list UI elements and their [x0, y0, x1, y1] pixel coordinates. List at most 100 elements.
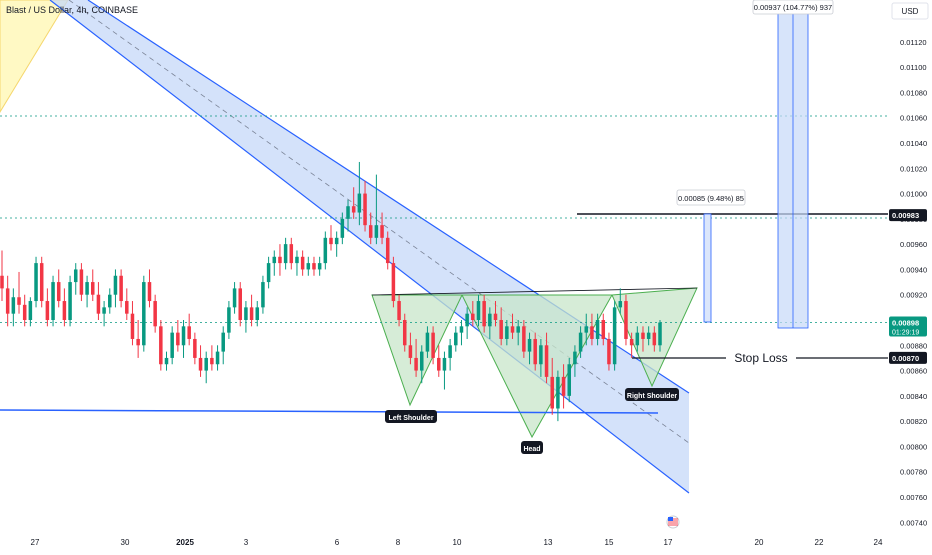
candle-body [510, 326, 515, 333]
head-label: Head [523, 446, 540, 453]
measure-small-box [676, 189, 746, 206]
candle-body [397, 301, 401, 320]
time-tick-label: 13 [544, 538, 553, 547]
candle-body [618, 301, 623, 308]
price-tick-label: 0.00800 [900, 442, 927, 451]
candle-body [561, 376, 566, 396]
candle-body [244, 307, 248, 320]
candle-body [357, 193, 362, 213]
candle-body [573, 351, 577, 365]
price-axis[interactable]: 0.01120 0.01100 0.01080 0.01060 0.01040 0.010… [888, 0, 932, 550]
price-tick-label: 0.00820 [900, 417, 927, 426]
candle-body [62, 301, 67, 320]
left-shoulder-label-bg [385, 410, 437, 423]
candle-body [323, 237, 328, 264]
candle-body [334, 237, 339, 245]
candle-body [113, 275, 118, 295]
candle-body [431, 332, 435, 358]
price-tick-label: 0.01100 [900, 63, 927, 72]
candle-body [448, 345, 452, 358]
candle-body [505, 326, 509, 339]
time-tick-label: 10 [453, 538, 462, 547]
time-tick-label: 24 [874, 538, 883, 547]
measure-small-label: 0.00085 (9.48%) 85 [678, 194, 744, 203]
candle-body [499, 320, 503, 339]
price-badge-current-bg [889, 316, 927, 337]
candle-body [465, 313, 469, 327]
candle-body [385, 237, 390, 264]
candle-body [176, 332, 180, 346]
currency-label: USD [902, 7, 919, 16]
candle-body [425, 332, 430, 352]
candle-body [584, 326, 589, 333]
candle-body [238, 288, 242, 320]
candle-body [283, 244, 288, 264]
candle-body [215, 351, 220, 365]
candle-body [539, 345, 543, 365]
candle-body [255, 307, 260, 320]
candle-body [181, 326, 186, 346]
candle-body [28, 301, 33, 320]
symbol-title: Blast / US Dollar, 4h, COINBASE [6, 5, 138, 15]
candle-body [641, 332, 645, 339]
price-tick-label: 0.00960 [900, 240, 927, 249]
candle-body [493, 313, 498, 320]
candle-body [198, 357, 203, 371]
candle-body [459, 326, 464, 333]
candle-body [652, 332, 657, 346]
candle-body [533, 338, 537, 365]
channel-lower-line [49, 0, 690, 494]
price-tick-label: 0.01060 [900, 114, 927, 123]
candle-body [96, 294, 101, 314]
candle-body [164, 357, 169, 365]
candle-body [261, 282, 265, 308]
price-badge-stop-bg [889, 351, 927, 364]
candle-body [527, 338, 532, 352]
candle-body [39, 263, 44, 302]
candle-body [68, 282, 72, 320]
time-tick-label: 3 [244, 538, 249, 547]
candle-body [402, 320, 407, 346]
candle-body [522, 326, 526, 352]
time-axis[interactable]: 27 30 2025 3 6 8 10 13 15 17 20 22 24 [31, 538, 883, 547]
measure-small-bar [703, 213, 712, 323]
candle-body [34, 263, 38, 302]
head-label-bg [521, 441, 543, 454]
candle-body [629, 338, 634, 346]
price-tick-label: 0.00740 [900, 518, 927, 527]
drawing-layer [0, 0, 888, 494]
candle-body [153, 301, 157, 327]
price-tick-label: 0.00920 [900, 291, 927, 300]
candle-body [454, 332, 458, 346]
price-tick-label: 0.01120 [900, 38, 927, 47]
candle-body [437, 357, 441, 371]
candle-body [193, 338, 197, 358]
fib-zone [0, 0, 69, 113]
candle-body [550, 376, 554, 409]
candle-body [227, 307, 231, 333]
price-tick-label: 0.00880 [900, 341, 927, 350]
candle-body [635, 332, 640, 346]
candle-body [79, 269, 84, 295]
price-tick-label: 0.01080 [900, 88, 927, 97]
channel-midline [68, 0, 690, 444]
price-axis-bg [888, 0, 932, 550]
candle-body [249, 307, 254, 320]
candle-body [56, 282, 61, 302]
candle-body [136, 338, 140, 346]
candles-layer [0, 161, 662, 422]
price-tick-label: 0.01000 [900, 190, 927, 199]
candle-body [289, 244, 294, 264]
candle-body [612, 307, 617, 365]
candle-body [306, 263, 311, 270]
candle-body [317, 263, 322, 270]
stop-loss-label: Stop Loss [734, 351, 787, 365]
candle-body [232, 288, 237, 308]
currency-selector[interactable]: USD [891, 2, 929, 20]
price-tick-label: 0.01020 [900, 164, 927, 173]
candle-body [624, 301, 628, 339]
candle-body [408, 345, 413, 358]
candle-body [142, 282, 146, 346]
